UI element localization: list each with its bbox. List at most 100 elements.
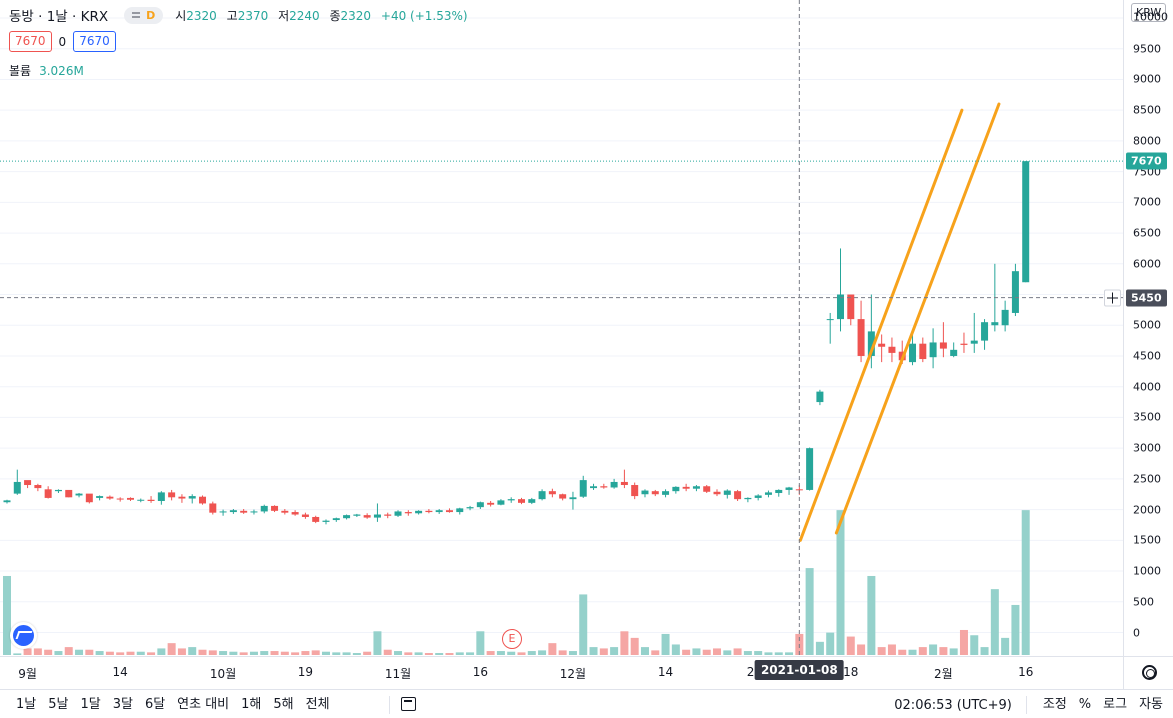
sell-price-button[interactable]: 7670: [9, 31, 52, 52]
volume-bar: [918, 647, 927, 655]
candle-body: [939, 342, 947, 349]
candle-body: [507, 499, 515, 501]
volume-bar: [496, 651, 505, 655]
percent-scale-button[interactable]: %: [1078, 697, 1092, 712]
chart-pane[interactable]: 동방 · 1날 · KRX D 시2320 고2370 저2240 종2320 …: [0, 0, 1123, 656]
auto-scale-button[interactable]: 자동: [1139, 697, 1163, 712]
volume-bar: [229, 651, 238, 655]
volume-bar: [929, 644, 938, 655]
candle-body: [332, 518, 340, 521]
legend-header: 동방 · 1날 · KRX D 시2320 고2370 저2240 종2320 …: [9, 5, 468, 25]
time-tick: 16: [472, 665, 488, 679]
crosshair-price-label: 5450: [1126, 289, 1167, 307]
adjust-button[interactable]: 조정: [1042, 697, 1067, 712]
currency-badge[interactable]: KRW: [1131, 3, 1167, 22]
volume-bar: [44, 649, 53, 655]
add-alert-plus-icon[interactable]: [1104, 289, 1121, 307]
volume-bar: [75, 649, 84, 655]
candle-body: [85, 493, 93, 503]
price-tick: 5000: [1133, 318, 1161, 332]
interval-badge[interactable]: D: [124, 6, 164, 24]
candle-body: [744, 497, 752, 500]
volume-bar: [105, 651, 114, 655]
candle-body: [137, 499, 145, 501]
time-axis[interactable]: 9월1410월1911월1612월14202182월162021-01-08: [0, 656, 1123, 689]
price-tick: 500: [1133, 595, 1154, 609]
volume-bar: [147, 652, 156, 655]
price-tick: 9000: [1133, 72, 1161, 86]
volume-bar: [877, 647, 886, 655]
time-tick: 19: [297, 665, 314, 679]
candle-body: [24, 480, 32, 486]
candle-body: [188, 496, 196, 499]
candle-body: [847, 294, 855, 320]
buy-price-button[interactable]: 7670: [73, 31, 116, 52]
toolbar-right: 02:06:53 (UTC+9) 조정 % 로그 자동: [894, 693, 1169, 717]
candle-body: [363, 515, 371, 518]
price-tick: 4000: [1133, 380, 1161, 394]
volume-bar: [414, 652, 423, 655]
date-range-icon[interactable]: [401, 697, 416, 711]
candle-body: [281, 510, 289, 513]
volume-bar: [568, 651, 577, 655]
range-button-7[interactable]: 5해: [273, 697, 294, 712]
candle-body: [806, 448, 814, 490]
range-button-1[interactable]: 5날: [48, 697, 69, 712]
candle-body: [445, 510, 453, 513]
volume-bar: [167, 643, 176, 655]
volume-bar: [352, 653, 361, 655]
candle-body: [435, 510, 443, 513]
price-tick: 1000: [1133, 564, 1161, 578]
volume-bar: [33, 648, 42, 655]
gear-icon[interactable]: [1142, 665, 1157, 680]
candle-body: [651, 491, 659, 495]
trendline-1: [834, 102, 1001, 535]
volume-bar: [610, 647, 619, 655]
candle-body: [219, 511, 227, 513]
time-tick: 18: [843, 665, 859, 679]
candle-body: [590, 486, 598, 489]
candle-body: [322, 520, 330, 522]
candle-body: [857, 319, 865, 356]
log-scale-button[interactable]: 로그: [1103, 697, 1128, 712]
volume-bar: [85, 649, 94, 655]
clock-timezone[interactable]: 02:06:53 (UTC+9): [894, 697, 1012, 713]
range-button-4[interactable]: 6달: [144, 697, 166, 712]
volume-bar: [486, 651, 495, 655]
candle-body: [981, 322, 989, 341]
candle-body: [260, 505, 268, 512]
range-button-6[interactable]: 1해: [241, 697, 262, 712]
chart-settings-cell[interactable]: [1123, 656, 1173, 689]
earnings-event-icon[interactable]: E: [502, 629, 522, 649]
volume-bar: [445, 653, 454, 655]
range-button-8[interactable]: 전체: [305, 697, 330, 712]
range-button-5[interactable]: 연초 대비: [177, 697, 230, 712]
candle-body: [343, 515, 351, 519]
candle-body: [384, 514, 392, 516]
candle-body: [713, 491, 721, 495]
volume-bar: [455, 652, 464, 655]
volume-bar: [959, 629, 968, 655]
price-axis[interactable]: KRW 10000 9500 9000 8500 8000 7500 7000 6500 600…: [1123, 0, 1173, 656]
candle-body: [271, 505, 279, 511]
candle-body: [682, 486, 690, 489]
volume-legend[interactable]: 볼륨 3.026M: [9, 62, 84, 79]
candle-body: [456, 508, 464, 513]
range-button-0[interactable]: 1날: [16, 697, 37, 712]
candle-body: [116, 498, 124, 500]
time-tick: 11월: [384, 667, 412, 681]
candle-body: [126, 497, 134, 500]
tradingview-logo-icon[interactable]: [10, 622, 37, 649]
candle-body: [3, 500, 11, 503]
price-chart[interactable]: [0, 0, 1123, 656]
volume-bar: [589, 647, 598, 655]
drag-handle-icon[interactable]: [132, 12, 141, 18]
candle-body: [425, 510, 433, 513]
volume-bar: [219, 651, 228, 655]
range-button-3[interactable]: 3달: [112, 697, 133, 712]
volume-bar: [651, 650, 660, 655]
symbol-title[interactable]: 동방 · 1날 · KRX: [9, 9, 109, 25]
candle-body: [96, 496, 104, 498]
volume-bar: [702, 649, 711, 655]
range-button-2[interactable]: 1달: [80, 697, 101, 712]
